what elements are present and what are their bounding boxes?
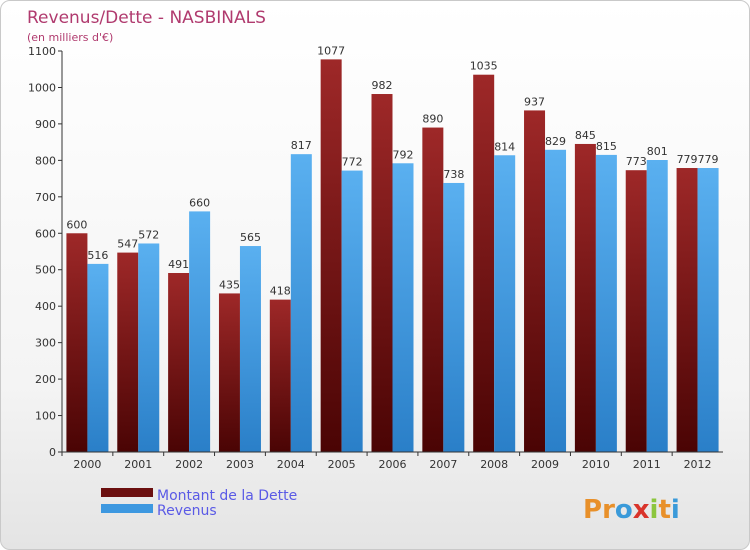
bar-revenus [646,159,668,452]
bar-dette [524,110,546,453]
bar-label-dette: 600 [66,218,87,231]
bar-dette [574,143,596,452]
bar-label-dette: 982 [372,79,393,92]
x-tick-label: 2000 [73,458,101,471]
chart-subtitle: (en milliers d'€) [27,31,113,44]
bar-dette [625,170,647,452]
x-tick-label: 2006 [379,458,407,471]
bar-dette [168,273,190,452]
legend-swatch-revenus [101,504,153,513]
bar-label-dette: 418 [270,285,291,298]
bar-dette [66,233,88,452]
bar-label-dette: 547 [117,238,138,251]
x-tick-label: 2003 [226,458,254,471]
bar-label-revenus: 792 [393,148,414,161]
bar-revenus [595,154,617,453]
legend-label-revenus: Revenus [157,503,217,519]
x-tick-label: 2009 [531,458,559,471]
bar-revenus [545,149,567,453]
y-tick-label: 300 [35,337,56,350]
bar-dette [269,299,291,452]
legend: Montant de la Dette Revenus [101,488,297,519]
x-tick-label: 2004 [277,458,305,471]
y-tick-label: 400 [35,300,56,313]
bar-label-dette: 773 [626,155,647,168]
bar-revenus [494,155,516,452]
bar-label-revenus: 772 [342,156,363,169]
x-tick-label: 2005 [328,458,356,471]
x-tick-label: 2001 [124,458,152,471]
bar-label-revenus: 815 [596,140,617,153]
proxiti-logo: Proxiti [583,495,680,525]
y-tick-label: 700 [35,191,56,204]
bar-label-dette: 779 [677,153,698,166]
bar-label-dette: 491 [168,258,189,271]
bar-label-dette: 1077 [317,44,345,57]
y-tick-label: 900 [35,118,56,131]
bar-label-dette: 845 [575,129,596,142]
bar-label-revenus: 572 [138,228,159,241]
bar-dette [320,59,342,452]
bar-dette [371,94,393,453]
x-tick-label: 2008 [480,458,508,471]
bar-label-revenus: 516 [87,249,108,262]
bar-dette [422,127,444,453]
y-tick-label: 200 [35,373,56,386]
y-tick-label: 600 [35,227,56,240]
bar-revenus [290,154,312,452]
bar-revenus [138,243,160,452]
bar-label-dette: 1035 [470,60,498,73]
chart-title: Revenus/Dette - NASBINALS [27,8,266,28]
bar-revenus [239,246,261,452]
bar-label-revenus: 814 [494,140,515,153]
x-tick-label: 2002 [175,458,203,471]
x-axis-ticks: 2000 2001 2002 2003 2004 2005 2006 2007 2008 2009… [61,452,712,471]
bar-label-dette: 435 [219,278,240,291]
bar-dette [676,168,698,452]
bar-dette [218,293,240,452]
bar-revenus [341,170,363,452]
legend-label-debt: Montant de la Dette [157,488,297,504]
y-axis-ticks: 0 100 200 300 400 500 600 700 800 900 1000 1100 [28,45,62,459]
bar-revenus [443,182,465,452]
bar-label-revenus: 801 [647,145,668,158]
bar-label-revenus: 565 [240,231,261,244]
bar-dette [473,74,495,452]
bar-label-revenus: 829 [545,135,566,148]
bar-revenus [697,168,719,452]
bar-revenus [87,263,109,452]
x-tick-label: 2012 [684,458,712,471]
legend-swatch-debt [101,488,153,497]
x-tick-label: 2007 [429,458,457,471]
x-tick-label: 2010 [582,458,610,471]
bar-label-dette: 890 [422,113,443,126]
y-tick-label: 800 [35,154,56,167]
bar-label-revenus: 738 [443,168,464,181]
y-tick-label: 0 [49,446,56,459]
x-tick-label: 2011 [633,458,661,471]
bar-label-revenus: 779 [698,153,719,166]
y-tick-label: 500 [35,264,56,277]
bar-revenus [189,211,211,452]
bar-revenus [392,163,414,452]
bar-label-dette: 937 [524,95,545,108]
y-tick-label: 1000 [28,81,56,94]
y-tick-label: 1100 [28,45,56,58]
bar-label-revenus: 817 [291,139,312,152]
bar-dette [117,252,139,452]
bars-group [66,59,719,453]
y-tick-label: 100 [35,410,56,423]
bar-label-revenus: 660 [189,196,210,209]
